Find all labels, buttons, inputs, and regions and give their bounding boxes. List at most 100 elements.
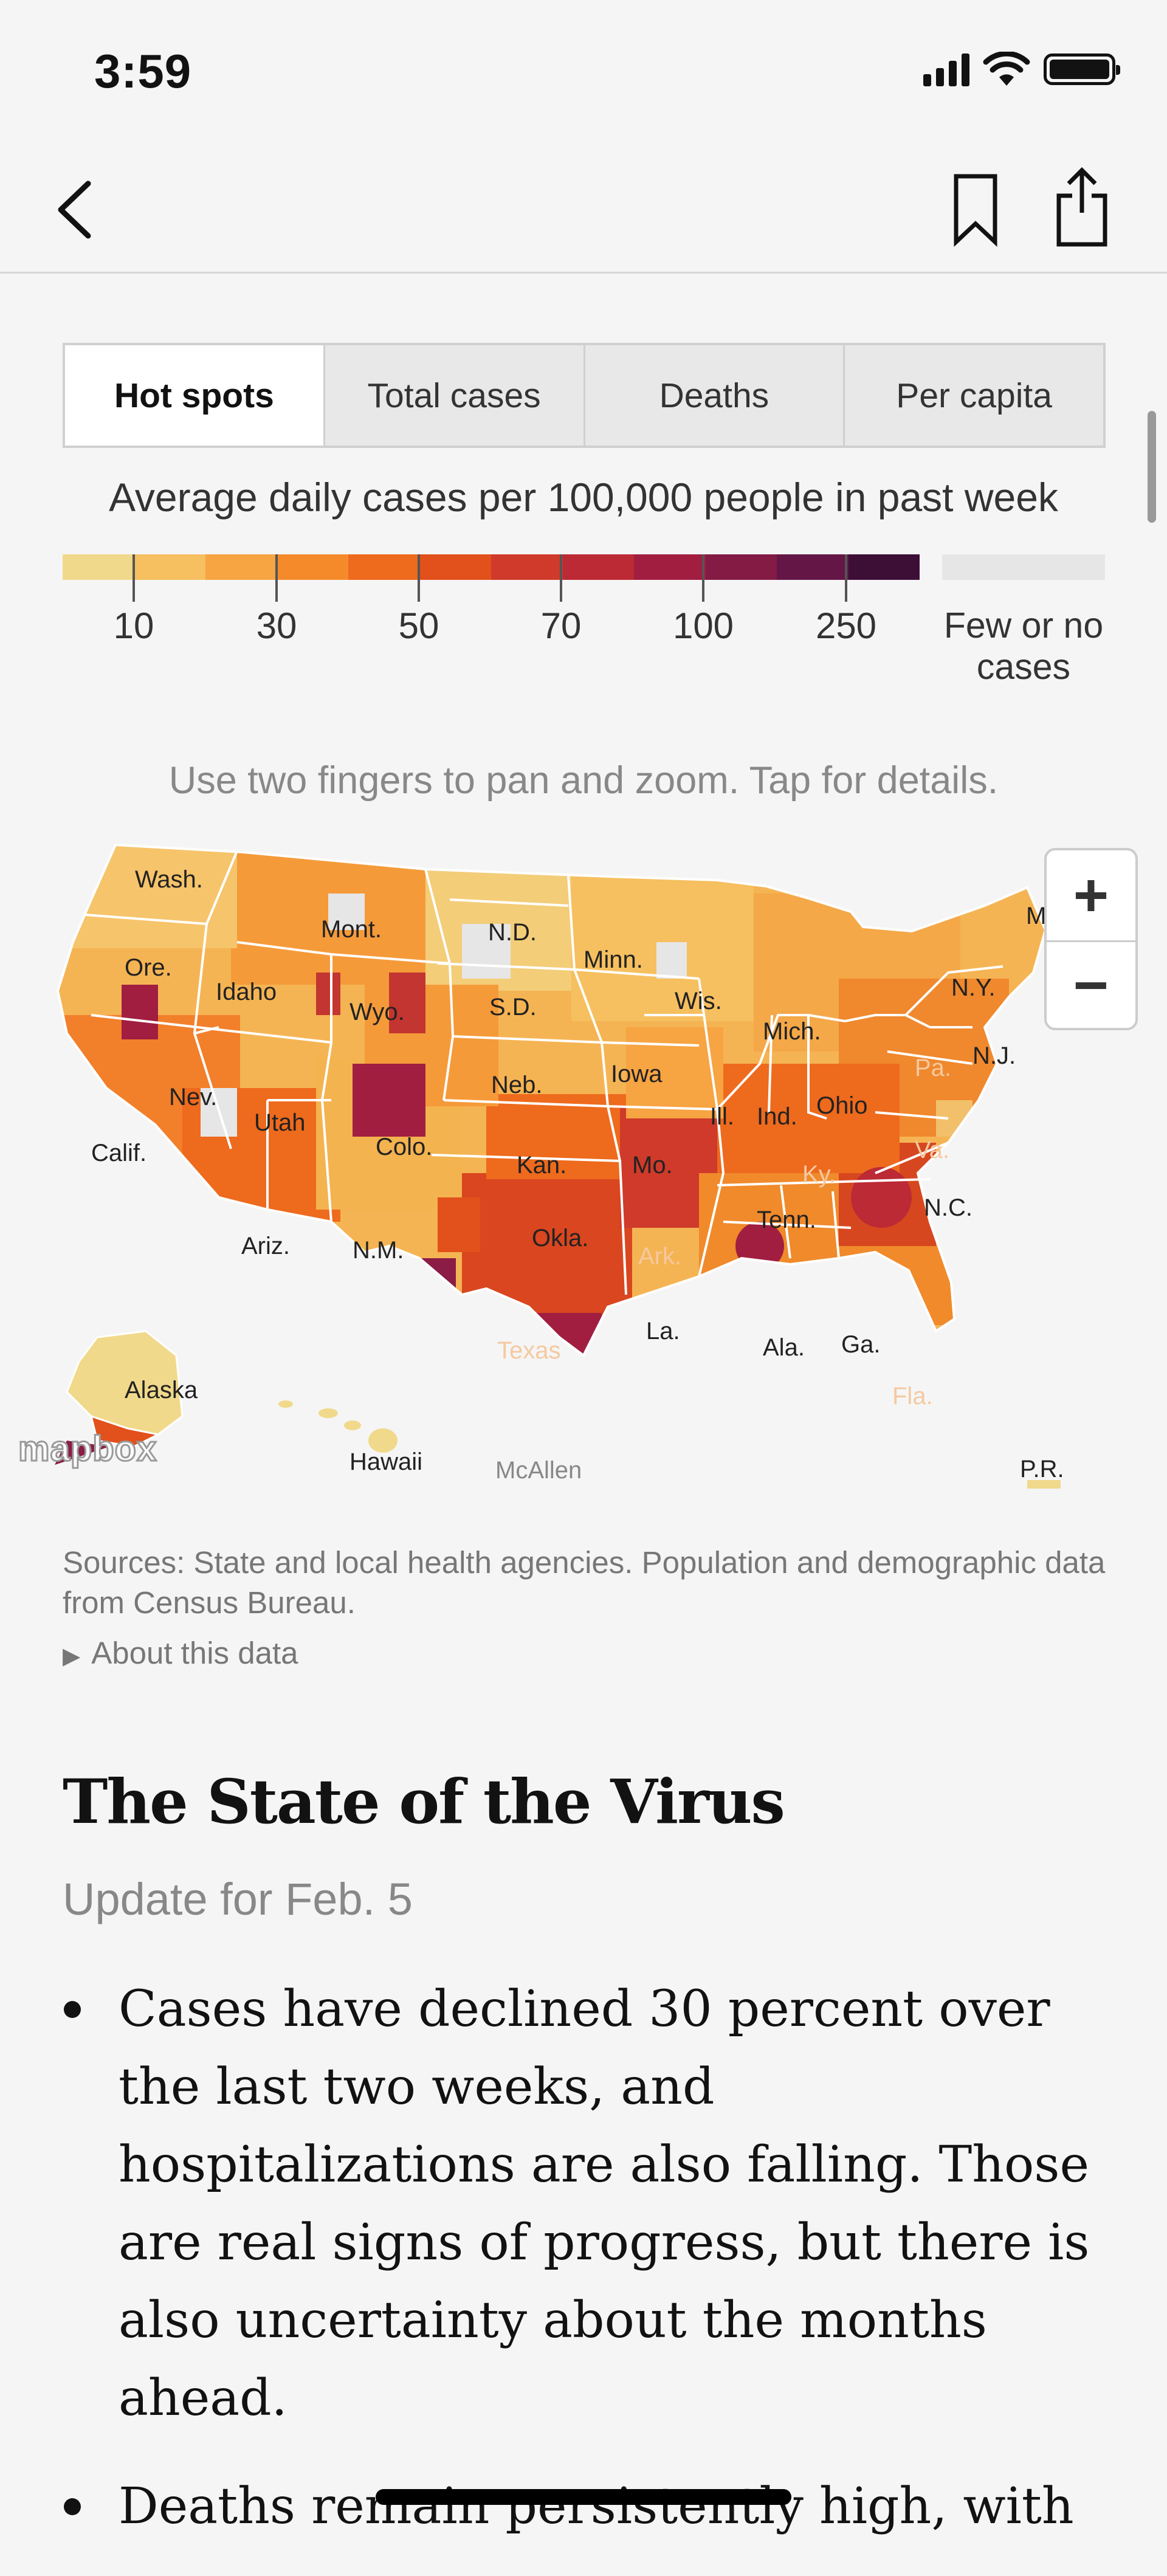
legend-tick-70 [560, 554, 562, 602]
bullet-item: Deaths remain persistently high, with [64, 2468, 1103, 2546]
legend-color-segment [348, 554, 420, 580]
tab-hot-spots[interactable]: Hot spots [65, 345, 323, 446]
status-icons [923, 52, 1120, 87]
label-pr: P.R. [1020, 1456, 1064, 1483]
label-sd: S.D. [489, 994, 537, 1021]
bullet-item: Cases have declined 30 percent over the … [64, 1971, 1103, 2437]
label-ark: Ark. [638, 1243, 681, 1270]
sources-text: Sources: State and local health agencies… [63, 1545, 1106, 1620]
label-tenn: Tenn. [757, 1207, 816, 1233]
label-minn: Minn. [584, 946, 643, 973]
cellular-signal-icon [923, 53, 969, 86]
zoom-out-button[interactable]: − [1073, 951, 1109, 1019]
tab-deaths[interactable]: Deaths [583, 345, 844, 446]
label-pa: Pa. [915, 1055, 951, 1081]
label-ny: N.Y. [951, 974, 996, 1001]
legend-color-segment [134, 554, 205, 580]
legend-color-segment [419, 554, 491, 580]
label-maine: M [1026, 903, 1046, 929]
legend-label-10: 10 [113, 605, 154, 646]
about-data-toggle[interactable]: ▶ About this data [63, 1635, 298, 1671]
hawaii-shape [278, 1400, 398, 1453]
label-va: Va. [915, 1137, 949, 1163]
label-texas: Texas [497, 1337, 561, 1364]
legend-color-segment [277, 554, 348, 580]
label-ohio: Ohio [816, 1092, 868, 1119]
wifi-icon [983, 52, 1030, 86]
label-neb: Neb. [491, 1072, 543, 1098]
tab-total-cases[interactable]: Total cases [323, 345, 584, 446]
label-kan: Kan. [517, 1152, 566, 1179]
section-title: The State of the Virus [63, 1766, 785, 1837]
label-utah: Utah [254, 1109, 306, 1136]
legend-color-segment [562, 554, 634, 580]
label-mo: Mo. [632, 1152, 673, 1179]
legend-tick-250 [845, 554, 847, 602]
legend-color-segment [634, 554, 706, 580]
bullet-list: Cases have declined 30 percent over the … [64, 1971, 1103, 2576]
tab-per-capita[interactable]: Per capita [843, 345, 1103, 446]
label-mich: Mich. [763, 1018, 821, 1045]
zoom-control: + − [1044, 848, 1138, 1030]
label-idaho: Idaho [216, 979, 277, 1005]
label-nj: N.J. [972, 1042, 1016, 1069]
triangle-right-icon: ▶ [63, 1644, 81, 1669]
share-button[interactable] [1052, 164, 1112, 249]
legend-tick-10 [133, 554, 135, 602]
label-fla: Fla. [892, 1383, 933, 1410]
legend-color-segment [848, 554, 920, 580]
map-hint: Use two fingers to pan and zoom. Tap for… [168, 759, 999, 802]
legend-tick-100 [702, 554, 704, 602]
legend-label-30: 30 [256, 605, 297, 646]
legend-color-segment [205, 554, 277, 580]
battery-icon [1044, 53, 1120, 85]
nav-bar [0, 140, 1167, 274]
label-nm: N.M. [353, 1237, 404, 1264]
label-okla: Okla. [532, 1225, 588, 1252]
back-button[interactable] [49, 176, 103, 243]
chevron-left-icon [58, 181, 91, 239]
label-ala: Ala. [763, 1334, 805, 1361]
scrollbar[interactable] [1148, 411, 1156, 523]
state-labels: Wash. Ore. Idaho Mont. N.D. Minn. S.D. W… [91, 866, 1064, 1484]
map-tabs: Hot spots Total cases Deaths Per capita [63, 343, 1106, 448]
label-wash: Wash. [135, 866, 203, 893]
label-nev: Nev. [169, 1084, 217, 1111]
label-ga: Ga. [841, 1331, 880, 1358]
label-ariz: Ariz. [241, 1233, 290, 1259]
label-alaska: Alaska [125, 1377, 198, 1403]
legend-no-cases-label: Few or no cases [943, 605, 1104, 687]
us-map[interactable]: Wash. Ore. Idaho Mont. N.D. Minn. S.D. W… [0, 833, 1167, 1501]
legend-color-segment [777, 554, 849, 580]
label-nc: N.C. [924, 1194, 972, 1221]
label-hawaii: Hawaii [349, 1448, 422, 1475]
label-ky: Ky. [802, 1161, 836, 1188]
us-map-svg[interactable]: Wash. Ore. Idaho Mont. N.D. Minn. S.D. W… [0, 833, 1167, 1501]
legend-label-100: 100 [672, 605, 734, 646]
update-date: Update for Feb. 5 [63, 1874, 413, 1924]
legend-ticks [63, 554, 920, 602]
label-ill: Ill. [710, 1103, 734, 1130]
share-icon [1056, 167, 1107, 247]
home-indicator[interactable] [376, 2489, 791, 2505]
status-time: 3:59 [94, 44, 192, 98]
label-ind: Ind. [757, 1103, 797, 1130]
legend-color-scale [63, 554, 920, 580]
bookmark-button[interactable] [945, 170, 1006, 249]
state-borders [56, 843, 1047, 1358]
zoom-in-button[interactable]: + [1047, 850, 1135, 942]
legend-color-segment [491, 554, 563, 580]
legend-color-segment [63, 554, 134, 580]
label-nd: N.D. [488, 919, 537, 946]
label-ore: Ore. [125, 954, 172, 981]
mapbox-logo[interactable]: mapbox [17, 1428, 157, 1470]
label-calif: Calif. [91, 1140, 146, 1166]
label-mcallen: McAllen [495, 1457, 582, 1484]
puerto-rico-shape [1027, 1480, 1061, 1489]
legend-color-segment [705, 554, 777, 580]
legend-label-250: 250 [815, 605, 877, 646]
label-mont: Mont. [321, 916, 382, 943]
label-la: La. [646, 1318, 680, 1345]
label-wis: Wis. [675, 988, 722, 1014]
label-colo: Colo. [376, 1134, 432, 1160]
